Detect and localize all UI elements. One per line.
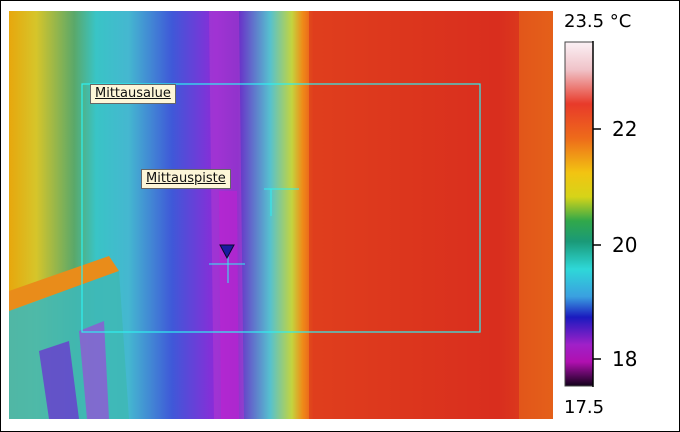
measurement-spot-label[interactable]: Mittauspiste: [141, 169, 231, 189]
measurement-area-label[interactable]: Mittausalue: [90, 84, 176, 104]
scale-tick-22: 22: [612, 117, 638, 141]
measurement-area-rect[interactable]: [81, 83, 481, 333]
scale-tick-18: 18: [612, 347, 638, 371]
thermal-image: [9, 11, 553, 419]
temperature-scale-bar: [564, 41, 601, 387]
spot-marker-icon: [219, 244, 235, 260]
scale-min-label: 17.5: [564, 397, 605, 418]
scale-tick-20: 20: [612, 233, 638, 257]
scale-max-label: 23.5 °C: [564, 11, 632, 32]
